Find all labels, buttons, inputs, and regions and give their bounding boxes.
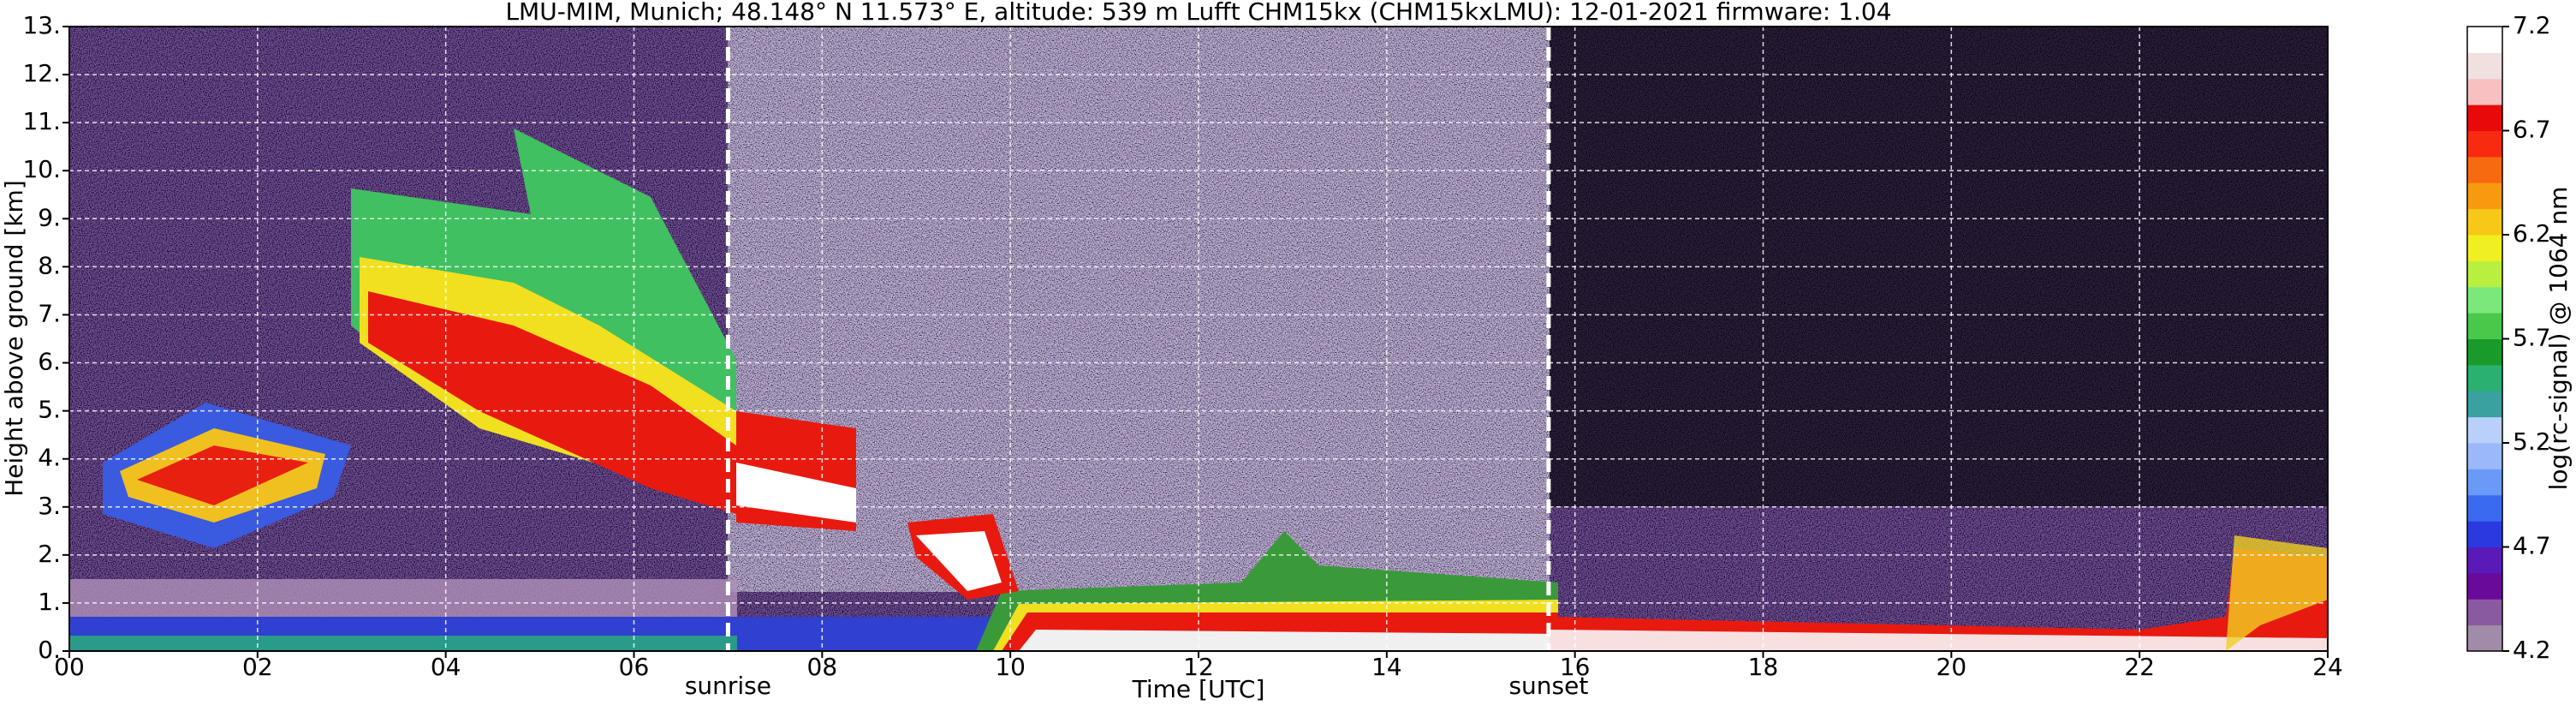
colorbar-swatch <box>2467 572 2502 600</box>
x-tick-label: 12 <box>1183 653 1214 681</box>
daytime-noise <box>728 27 1550 592</box>
y-tick-label: 3. <box>38 492 61 520</box>
colorbar-swatch <box>2467 494 2502 522</box>
colorbar-tick-label: 4.7 <box>2513 532 2551 560</box>
y-tick-label: 6. <box>38 348 61 376</box>
x-tick-label: 22 <box>2124 653 2155 681</box>
x-tick-label: 02 <box>242 653 273 681</box>
cloud <box>916 531 1002 591</box>
x-tick-label: 18 <box>1748 653 1779 681</box>
colorbar-swatch <box>2467 469 2502 496</box>
layer <box>69 636 737 651</box>
y-tick-label: 11. <box>22 107 61 135</box>
colorbar-swatch <box>2467 313 2502 339</box>
chart-title: LMU-MIM, Munich; 48.148° N 11.573° E, al… <box>505 0 1891 26</box>
layer <box>1550 548 2328 651</box>
x-tick-label: 08 <box>807 653 838 681</box>
x-tick-label: 24 <box>2312 653 2343 681</box>
x-tick-label: 04 <box>431 653 461 681</box>
colorbar-label: log(rc-signal) @ 1064 nm <box>2544 187 2573 491</box>
layer <box>2226 535 2328 651</box>
x-tick-label: 16 <box>1560 653 1591 681</box>
y-tick-label: 9. <box>38 203 61 231</box>
colorbar-tick-label: 5.2 <box>2513 427 2551 456</box>
colorbar-swatch <box>2467 130 2502 158</box>
colorbar-tick-label: 7.2 <box>2513 11 2551 39</box>
y-tick-label: 10. <box>22 155 61 183</box>
y-tick-label: 4. <box>38 444 61 472</box>
layer <box>1550 630 2328 651</box>
y-tick-label: 5. <box>38 396 61 424</box>
colorbar-swatch <box>2467 391 2502 418</box>
x-tick-label: 06 <box>619 653 650 681</box>
y-axis-label: Height above ground [km] <box>0 180 28 497</box>
colorbar-swatch <box>2467 182 2502 210</box>
plot-frame <box>68 26 2329 652</box>
colorbar-swatch <box>2467 27 2502 53</box>
colorbar-swatch <box>2467 624 2502 652</box>
colorbar-tick-label: 5.7 <box>2513 324 2551 352</box>
colorbar-swatch <box>2467 547 2502 574</box>
colorbar-swatch <box>2467 156 2502 183</box>
colorbar-tick-label: 6.7 <box>2513 116 2551 144</box>
annotation-label: sunrise <box>685 672 771 700</box>
colorbar-swatch <box>2467 338 2502 366</box>
layer <box>69 579 737 622</box>
colorbar-swatch <box>2467 443 2502 469</box>
x-tick-label: 00 <box>54 653 85 681</box>
colorbar-swatch <box>2467 105 2502 131</box>
y-tick-label: 7. <box>38 299 61 327</box>
colorbar-swatch <box>2467 52 2502 80</box>
cloud <box>368 291 736 514</box>
colorbar-tick-label: 6.2 <box>2513 219 2551 248</box>
annotation-label: sunset <box>1508 672 1588 700</box>
x-axis-label: Time [UTC] <box>1132 675 1265 703</box>
colorbar-tick-label: 4.2 <box>2513 636 2551 664</box>
colorbar-swatch <box>2467 235 2502 261</box>
y-tick-label: 13. <box>22 11 61 39</box>
colorbar-swatch <box>2467 521 2502 547</box>
x-tick-label: 14 <box>1371 653 1402 681</box>
colorbar-swatch <box>2467 260 2502 288</box>
y-tick-label: 2. <box>38 540 61 568</box>
x-tick-label: 20 <box>1936 653 1967 681</box>
y-tick-label: 0. <box>38 636 61 664</box>
colorbar-swatch <box>2467 599 2502 626</box>
colorbar-swatch <box>2467 286 2502 314</box>
y-tick-label: 8. <box>38 251 61 279</box>
y-tick-label: 1. <box>38 588 61 616</box>
y-tick-label: 12. <box>22 59 61 87</box>
x-tick-label: 10 <box>995 653 1026 681</box>
colorbar-swatch <box>2467 78 2502 105</box>
colorbar-swatch <box>2467 416 2502 444</box>
cloud <box>137 445 308 505</box>
colorbar-swatch <box>2467 364 2502 391</box>
colorbar-swatch <box>2467 208 2502 236</box>
layer <box>1019 630 1558 651</box>
